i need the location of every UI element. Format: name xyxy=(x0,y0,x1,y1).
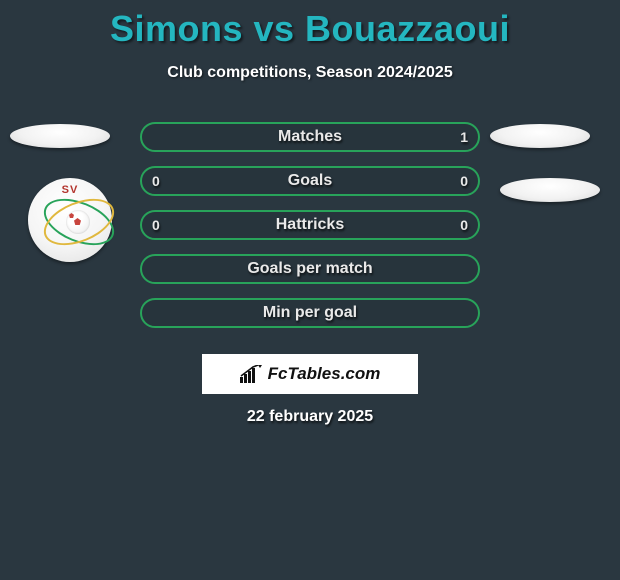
brand-text: FcTables.com xyxy=(268,364,381,384)
stat-right-value: 1 xyxy=(460,129,468,145)
stat-row-goals: 0 Goals 0 xyxy=(140,166,480,196)
stat-row-matches: Matches 1 xyxy=(140,122,480,152)
club-right-badge-placeholder xyxy=(500,178,600,202)
player-left-avatar-placeholder xyxy=(10,124,110,148)
date-label: 22 february 2025 xyxy=(0,408,620,426)
club-left-badge-disc: SV xyxy=(28,178,112,262)
brand-box[interactable]: FcTables.com xyxy=(202,354,418,394)
stat-label: Goals per match xyxy=(247,260,372,278)
stat-label: Goals xyxy=(288,172,332,190)
stat-row-goals-per-match: Goals per match xyxy=(140,254,480,284)
stat-label: Min per goal xyxy=(263,304,357,322)
stat-rows: Matches 1 0 Goals 0 0 Hattricks 0 Goals … xyxy=(140,122,480,342)
page-title: Simons vs Bouazzaoui xyxy=(0,0,620,50)
stat-right-value: 0 xyxy=(460,173,468,189)
stat-row-min-per-goal: Min per goal xyxy=(140,298,480,328)
club-left-badge: SV xyxy=(20,178,120,264)
stat-right-value: 0 xyxy=(460,217,468,233)
stat-row-hattricks: 0 Hattricks 0 xyxy=(140,210,480,240)
stat-label: Matches xyxy=(278,128,342,146)
bar-chart-icon xyxy=(240,365,262,383)
club-left-badge-ball-icon xyxy=(66,210,90,234)
player-right-avatar-placeholder xyxy=(490,124,590,148)
page-subtitle: Club competitions, Season 2024/2025 xyxy=(0,64,620,82)
stat-left-value: 0 xyxy=(152,173,160,189)
stat-label: Hattricks xyxy=(276,216,344,234)
stat-left-value: 0 xyxy=(152,217,160,233)
club-left-badge-text: SV xyxy=(28,184,112,196)
comparison-card: Simons vs Bouazzaoui Club competitions, … xyxy=(0,0,620,580)
